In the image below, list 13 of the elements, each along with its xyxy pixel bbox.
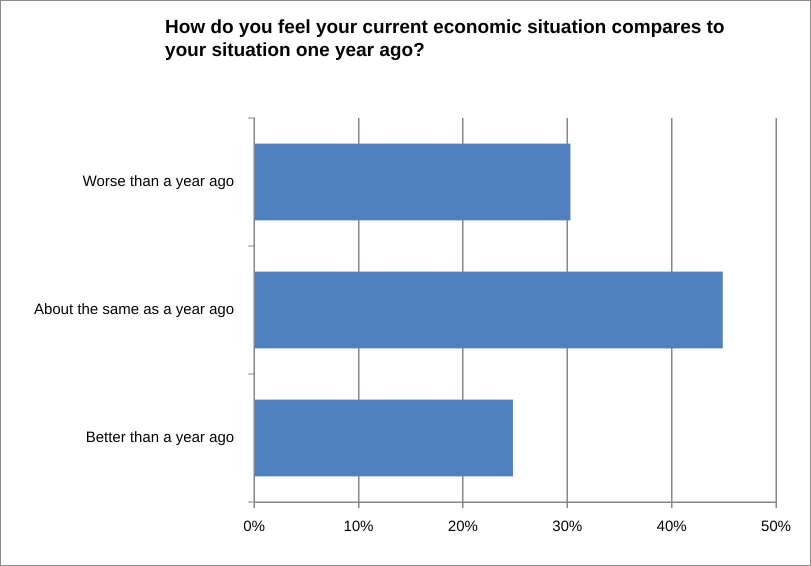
x-tick-label: 40% [656, 518, 687, 536]
x-tick-label: 0% [243, 518, 265, 536]
x-tick-label: 30% [552, 518, 582, 536]
x-tick-label: 10% [343, 518, 374, 536]
chart-title: How do you feel your current economic situation compares to your situation one year ago? [165, 16, 726, 62]
bar [254, 272, 723, 348]
bar [254, 144, 570, 220]
y-tick-label: Better than a year ago [86, 429, 234, 446]
x-tick-label: 50% [760, 518, 792, 536]
x-tick-label: 20% [448, 518, 478, 536]
y-tick-label: Worse than a year ago [82, 173, 234, 190]
bar [254, 400, 513, 476]
y-tick-label: About the same as a year ago [34, 301, 234, 318]
